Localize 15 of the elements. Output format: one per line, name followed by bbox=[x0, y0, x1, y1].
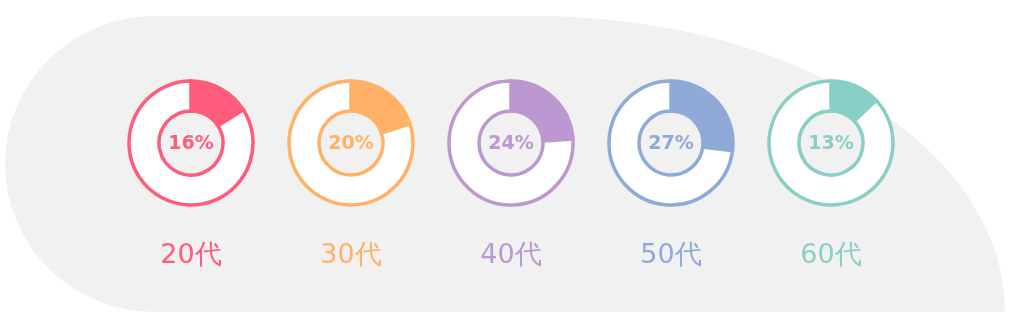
donut-slice bbox=[607, 79, 735, 207]
text: 50代 bbox=[640, 238, 702, 269]
data-label: 27% bbox=[648, 131, 694, 153]
donut-slice bbox=[287, 79, 415, 207]
text: 60代 bbox=[800, 238, 862, 269]
data-label: 16% bbox=[168, 131, 214, 153]
data-label: 13% bbox=[808, 131, 854, 153]
donut-slice bbox=[127, 79, 255, 207]
donut-slice bbox=[447, 79, 575, 207]
text: 40代 bbox=[480, 238, 542, 269]
data-label: 20% bbox=[328, 131, 374, 153]
text: 30代 bbox=[320, 238, 382, 269]
donut-slice bbox=[767, 79, 895, 207]
text: 20代 bbox=[160, 238, 222, 269]
data-label: 24% bbox=[488, 131, 534, 153]
